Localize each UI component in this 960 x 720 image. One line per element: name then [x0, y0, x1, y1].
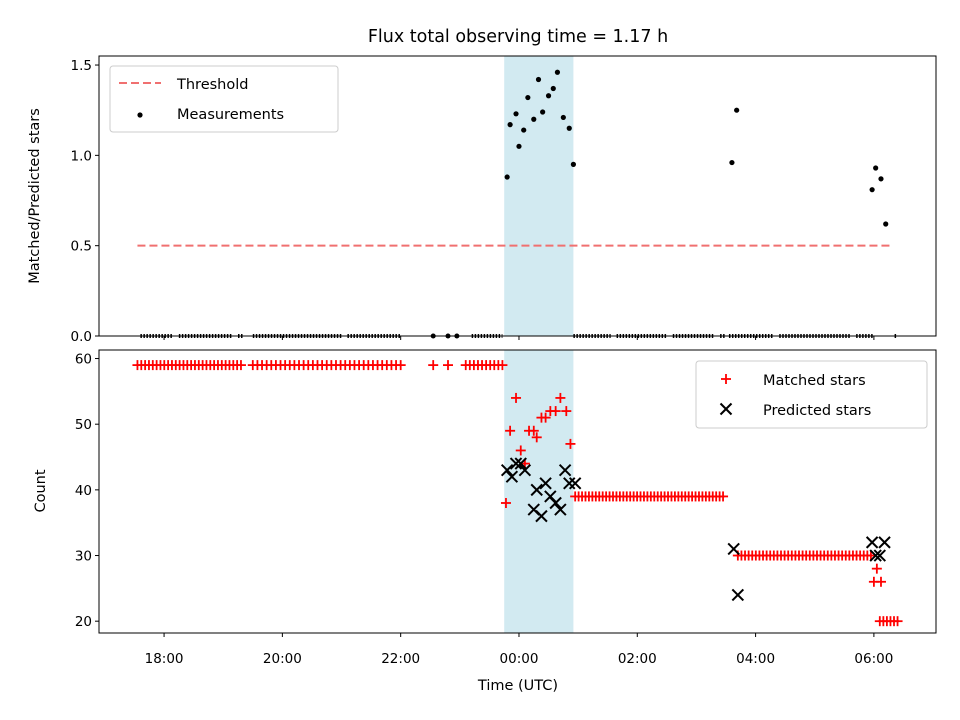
legend-matched-marker [721, 374, 731, 384]
predicted-star-point [535, 509, 548, 523]
matched-star-point [892, 616, 903, 627]
bottom-y-tick-label: 30 [75, 549, 92, 565]
legend-measurements-marker [137, 112, 143, 118]
top-plot-frame [98, 55, 937, 337]
legend-threshold-label: Threshold [176, 77, 248, 93]
predicted-star-point [505, 470, 519, 483]
top-y-axis-label: Matched/Predicted stars [27, 108, 43, 284]
matched-star-point [531, 432, 542, 443]
legend-predicted-cross [719, 402, 733, 416]
matched-star-point [395, 360, 406, 371]
measurement-point [560, 114, 566, 121]
bottom-panel: 20 30 40 50 60 18:00 20:00 22:00 00:00 02:00 04:0… [33, 349, 937, 694]
measurement-point [878, 176, 884, 182]
matched-star-point [428, 360, 439, 371]
matched-star-point [561, 406, 572, 417]
measurement-point [513, 111, 519, 117]
bottom-legend-box [695, 360, 928, 429]
measurement-point [545, 93, 552, 99]
predicted-star-point [539, 477, 552, 490]
legend-measurements-label: Measurements [177, 107, 284, 123]
matched-star-point [235, 360, 246, 371]
bottom-x-tick-label: 18:00 [145, 651, 184, 667]
matched-star-point [511, 392, 522, 403]
matched-star-point [555, 392, 566, 403]
predicted-star-point [878, 536, 891, 549]
predicted-star-point [514, 457, 527, 470]
measurement-point [540, 109, 546, 115]
matched-star-point [550, 406, 561, 417]
measurement-point [550, 85, 556, 92]
measurement-point [570, 161, 576, 167]
bottom-y-tick-label: 40 [75, 483, 92, 499]
matched-star-point [565, 438, 576, 449]
measurement-point [507, 122, 513, 128]
measurement-point [869, 187, 875, 193]
matched-star-point [500, 497, 511, 508]
bottom-x-tick-label: 00:00 [500, 651, 539, 667]
matched-star-point [718, 491, 729, 502]
predicted-star-point [568, 477, 582, 490]
top-legend-box [109, 65, 339, 133]
predicted-star-point [869, 549, 882, 562]
predicted-star-point [554, 503, 567, 516]
measurement-point [521, 127, 527, 133]
top-y-tick-label: 0.0 [71, 329, 92, 345]
matched-star-point [875, 576, 886, 587]
top-y-tick-label: 0.5 [71, 239, 92, 255]
bottom-plot-frame [98, 349, 937, 634]
predicted-star-point [873, 549, 887, 562]
bottom-y-axis-label: Count [33, 469, 49, 512]
bottom-y-tick-label: 60 [75, 352, 92, 368]
measurement-point [566, 125, 572, 131]
predicted-star-point [549, 496, 562, 510]
legend-predicted-marker [719, 402, 733, 416]
bottom-y-tick-label: 20 [75, 614, 92, 630]
predicted-star-point [558, 463, 572, 477]
measurement-point [729, 159, 735, 166]
x-axis-label: Time (UTC) [477, 678, 558, 694]
matched-star-point [871, 563, 882, 574]
predicted-star-point [727, 542, 740, 556]
bottom-x-tick-label: 06:00 [854, 651, 893, 667]
predicted-star-point [500, 463, 514, 477]
top-y-tick-label: 1.5 [71, 58, 92, 74]
measurement-point [525, 94, 531, 101]
bottom-y-tick-label: 50 [75, 417, 92, 433]
measurement-point [873, 165, 879, 171]
measurement-point [734, 107, 740, 113]
bottom-legend: Matched stars Predicted stars [695, 360, 928, 429]
matched-star-point [505, 425, 516, 436]
predicted-star-point [865, 536, 879, 549]
measurement-point [535, 76, 542, 83]
predicted-star-point [563, 477, 576, 490]
chart-title: Flux total observing time = 1.17 h [368, 27, 668, 47]
matched-star-point [540, 412, 551, 423]
matched-star-point [515, 445, 526, 456]
matched-star-point [528, 425, 539, 436]
top-highlight-span [504, 56, 574, 336]
predicted-star-point [731, 588, 745, 602]
measurement-point [504, 174, 510, 180]
top-legend: Threshold Measurements [109, 65, 339, 133]
measurement-point [516, 143, 522, 149]
bottom-x-tick-label: 20:00 [263, 651, 302, 667]
matched-star-point [442, 360, 453, 371]
top-panel: 0.0 0.5 1.0 1.5 Matched/Predicted stars Thr… [27, 55, 937, 345]
measurement-point [554, 69, 561, 75]
measurement-point [883, 221, 889, 227]
top-y-tick-label: 1.0 [71, 148, 92, 164]
matched-star-point [497, 360, 508, 371]
predicted-star-point [530, 483, 543, 497]
bottom-x-tick-label: 02:00 [618, 651, 657, 667]
bottom-x-tick-label: 22:00 [381, 651, 420, 667]
measurement-point [531, 116, 537, 122]
legend-matched-label: Matched stars [763, 373, 866, 389]
predicted-star-point [518, 463, 532, 477]
legend-predicted-label: Predicted stars [763, 403, 871, 419]
bottom-x-tick-label: 04:00 [736, 651, 775, 667]
legend-matched-plus [721, 374, 731, 384]
predicted-star-point [509, 457, 523, 470]
